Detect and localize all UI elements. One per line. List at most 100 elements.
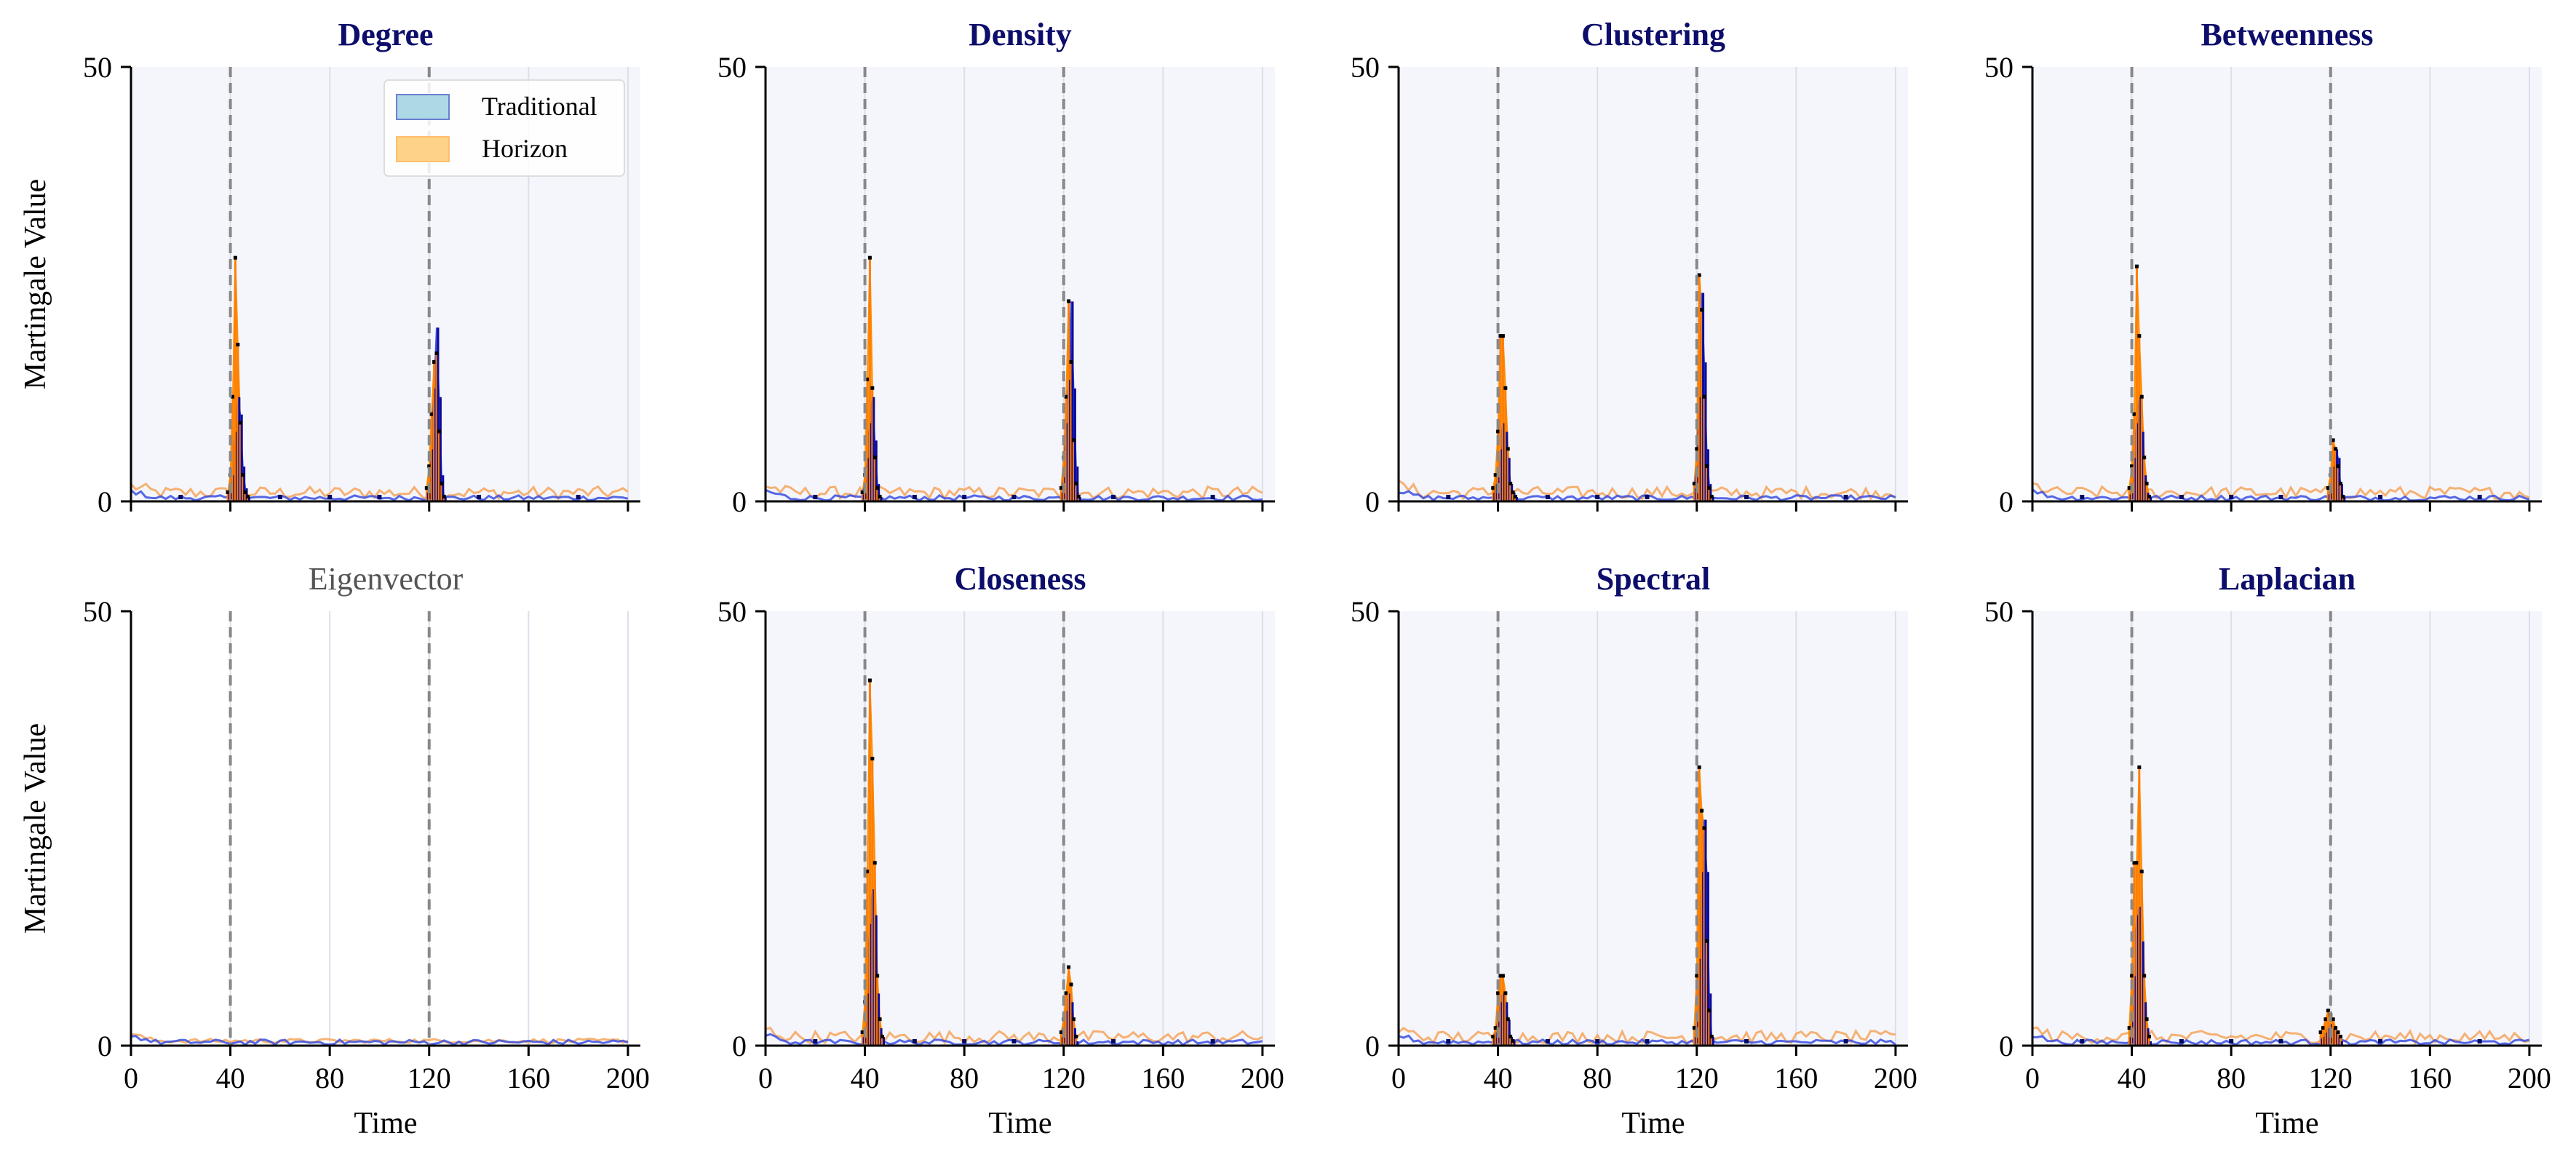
plot-background <box>766 611 1275 1046</box>
baseline-marker <box>1545 1039 1550 1044</box>
horizon-marker <box>1503 991 1508 995</box>
x-tick-label: 160 <box>2408 1062 2452 1094</box>
horizon-marker <box>1692 482 1696 486</box>
horizon-marker <box>867 255 872 260</box>
baseline-marker <box>962 495 967 500</box>
x-tick-label: 160 <box>506 1062 550 1094</box>
horizon-marker <box>424 486 429 490</box>
horizon-marker <box>442 495 446 499</box>
baseline-marker <box>1645 1039 1650 1044</box>
horizon-marker <box>2127 1026 2131 1030</box>
baseline-marker <box>1595 1039 1600 1044</box>
horizon-marker <box>1503 386 1508 390</box>
horizon-marker <box>1702 826 1706 830</box>
y-tick-label: 50 <box>1351 595 1380 628</box>
baseline-marker <box>1446 1039 1451 1044</box>
legend: Traditional Horizon <box>383 79 625 177</box>
horizon-marker <box>1707 486 1712 490</box>
x-tick-label: 120 <box>2309 1062 2353 1094</box>
horizon-marker <box>1508 1035 1513 1039</box>
horizon-marker <box>437 429 441 434</box>
x-tick-label: 0 <box>758 1062 773 1094</box>
y-tick-label: 50 <box>1351 51 1380 84</box>
x-tick-label: 160 <box>1774 1062 1818 1094</box>
baseline-marker <box>2179 1039 2184 1044</box>
horizon-marker <box>1069 359 1073 364</box>
horizon-marker <box>2326 486 2330 490</box>
horizon-marker <box>2338 482 2342 486</box>
horizon-marker <box>241 473 245 477</box>
legend-label-horizon: Horizon <box>482 134 568 163</box>
baseline-marker <box>2080 495 2085 500</box>
horizon-baseline <box>1398 1027 1896 1045</box>
plot-background <box>1399 611 1908 1046</box>
horizon-marker <box>1496 429 1500 434</box>
x-tick-label: 40 <box>216 1062 245 1094</box>
baseline-marker <box>1545 495 1550 500</box>
horizon-marker <box>1697 765 1701 769</box>
horizon-marker <box>440 482 444 486</box>
horizon-marker <box>1059 1030 1063 1035</box>
horizon-marker <box>434 351 439 356</box>
horizon-marker <box>2323 1017 2328 1022</box>
x-tick-label: 80 <box>950 1062 979 1094</box>
plot-background <box>1399 67 1908 501</box>
horizon-marker <box>429 412 434 416</box>
x-tick-label: 200 <box>606 1062 650 1094</box>
horizon-marker <box>1511 490 1515 495</box>
horizon-marker <box>1700 808 1704 813</box>
baseline-marker <box>2378 1039 2383 1044</box>
y-tick-label: 0 <box>1999 1030 2014 1062</box>
horizon-marker <box>427 464 432 469</box>
traditional-baseline <box>1398 1034 1896 1046</box>
baseline-marker <box>277 495 282 500</box>
baseline-marker <box>1595 495 1600 500</box>
horizon-marker <box>243 490 247 495</box>
horizon-marker <box>870 756 875 760</box>
x-tick-label: 120 <box>1675 1062 1719 1094</box>
horizon-marker <box>2134 861 2139 865</box>
horizon-marker <box>2147 1035 2151 1039</box>
y-tick-label: 50 <box>1984 51 2014 84</box>
x-tick-label: 80 <box>1583 1062 1612 1094</box>
horizon-marker <box>245 495 250 499</box>
plot-background <box>2032 67 2542 501</box>
baseline-marker <box>2477 495 2482 500</box>
horizon-marker <box>1064 394 1068 399</box>
baseline-marker <box>2278 1039 2283 1044</box>
horizon-marker <box>236 343 240 347</box>
horizon-marker <box>1702 394 1706 399</box>
horizon-marker <box>867 678 872 683</box>
traditional-baseline <box>130 1035 629 1046</box>
horizon-marker <box>2132 412 2136 416</box>
x-tick-label: 0 <box>124 1062 138 1094</box>
panel-degree: 0 50 Degree Martingale Value Traditional Hori… <box>19 17 640 518</box>
baseline-marker <box>813 495 818 500</box>
horizon-marker <box>1071 438 1076 442</box>
horizon-marker <box>1697 273 1701 277</box>
x-axis-label: Time <box>1621 1107 1685 1140</box>
y-axis-label: Martingale Value <box>19 179 52 390</box>
baseline-marker <box>2179 495 2184 500</box>
horizon-marker <box>2341 495 2345 499</box>
horizon-marker <box>1704 939 1709 943</box>
baseline-marker <box>1843 495 1848 500</box>
horizon-marker <box>2338 1035 2342 1039</box>
panel-title: Laplacian <box>2219 561 2356 597</box>
horizon-marker <box>872 861 877 865</box>
baseline-marker <box>2477 1039 2482 1044</box>
horizon-marker <box>2142 456 2147 460</box>
y-axis-label: Martingale Value <box>19 723 52 934</box>
horizon-marker <box>2336 1030 2340 1035</box>
horizon-marker <box>1692 1026 1696 1030</box>
x-tick-label: 0 <box>1391 1062 1406 1094</box>
horizon-marker <box>1498 334 1503 338</box>
horizon-marker <box>2139 870 2144 874</box>
panel-density: 0 50 Density <box>717 17 1275 518</box>
horizon-marker <box>860 1030 864 1035</box>
horizon-marker <box>865 377 870 381</box>
x-tick-label: 200 <box>1241 1062 1284 1094</box>
baseline-marker <box>1011 1039 1017 1044</box>
horizon-marker <box>1511 1039 1515 1043</box>
